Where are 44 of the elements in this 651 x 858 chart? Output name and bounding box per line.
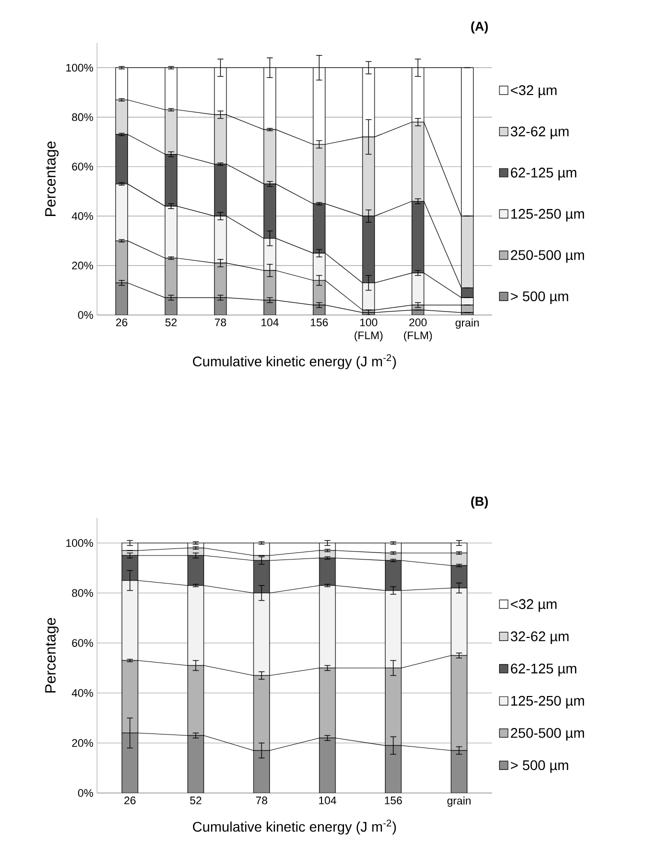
- y-tick-label: 0%: [78, 789, 94, 797]
- legend-label: 125-250 µm: [511, 208, 584, 222]
- y-tick-label: 100%: [66, 64, 94, 72]
- y-tick-label: 20%: [72, 739, 94, 747]
- x-tick-label: grain: [456, 318, 479, 329]
- x-tick-label: 104: [261, 318, 279, 326]
- y-tick-label: 80%: [72, 113, 94, 122]
- legend-label: 125-250 µm: [511, 696, 584, 708]
- legend-label: 32-62 µm: [510, 631, 568, 644]
- legend-label: 250-500 µm: [510, 728, 584, 741]
- legend-label: 32-62 µm: [510, 126, 568, 140]
- x-tick-label: 78: [214, 318, 226, 326]
- y-tick-label: 40%: [72, 689, 94, 697]
- legend-label: 250-500 µm: [510, 250, 584, 263]
- x-tick-label: 52: [165, 318, 177, 326]
- x-tick-label: 52: [190, 796, 202, 804]
- y-tick-label: 20%: [72, 262, 94, 270]
- x-tick-label: 100 (FLM): [354, 318, 382, 342]
- legend-label: <32 µm: [510, 85, 556, 98]
- y-axis-title: Percentage: [45, 141, 59, 216]
- chart-title: (B): [471, 496, 488, 508]
- x-tick-label: grain: [447, 796, 471, 807]
- legend-label: 62-125 µm: [510, 168, 576, 180]
- x-axis-title: Cumulative kinetic energy (J m$^{-2}$): [192, 354, 396, 370]
- y-tick-label: 0%: [78, 311, 94, 319]
- y-tick-label: 100%: [66, 539, 94, 547]
- legend-label: 62-125 µm: [510, 664, 576, 676]
- chart-title: (A): [471, 21, 488, 34]
- x-tick-label: 156: [310, 318, 328, 326]
- legend-label: <32 µm: [510, 599, 556, 612]
- y-tick-label: 40%: [72, 212, 94, 220]
- legend-label: > 500 µm: [510, 760, 568, 773]
- x-tick-label: 26: [124, 796, 136, 804]
- x-tick-label: 156: [384, 796, 402, 804]
- x-tick-label: 78: [256, 796, 268, 804]
- x-tick-label: 26: [116, 318, 128, 326]
- y-tick-label: 60%: [72, 162, 94, 171]
- legend-label: > 500 µm: [510, 291, 568, 304]
- y-tick-label: 80%: [72, 589, 94, 597]
- x-axis-title: Cumulative kinetic energy (J m$^{-2}$): [192, 820, 396, 834]
- x-tick-label: 104: [319, 796, 336, 804]
- y-tick-label: 60%: [72, 639, 94, 647]
- y-axis-title: Percentage: [45, 618, 59, 692]
- x-tick-label: 200 (FLM): [404, 318, 432, 342]
